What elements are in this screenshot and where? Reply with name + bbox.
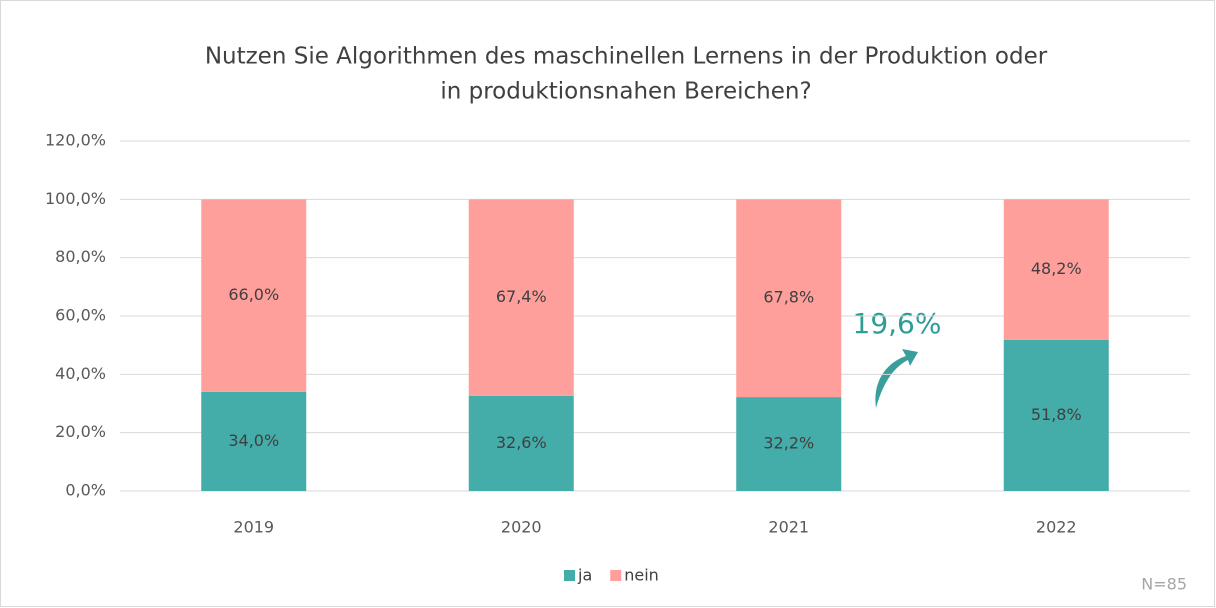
annotation: 19,6% xyxy=(853,307,942,340)
y-tick-label: 100,0% xyxy=(45,189,106,208)
note: N=85 xyxy=(1141,575,1187,594)
data-label: 66,0% xyxy=(228,285,279,304)
x-tick-label: 2020 xyxy=(501,518,542,537)
bar-segment xyxy=(736,397,842,491)
legend-label: nein xyxy=(624,566,659,585)
bar-segment xyxy=(1003,339,1109,491)
x-tick-label: 2019 xyxy=(233,518,274,537)
y-tick-label: 120,0% xyxy=(45,131,106,150)
arrow xyxy=(875,349,918,408)
y-tick-label: 80,0% xyxy=(55,247,106,266)
y-tick-label: 40,0% xyxy=(55,364,106,383)
x-tick-label: 2022 xyxy=(1036,518,1077,537)
data-label: 51,8% xyxy=(1031,405,1082,424)
bar-segment xyxy=(468,199,574,396)
data-label: 34,0% xyxy=(228,431,279,450)
y-tick-label: 60,0% xyxy=(55,306,106,325)
bar-segment xyxy=(201,391,307,491)
chart-title: in produktionsnahen Bereichen? xyxy=(440,79,811,105)
y-tick-label: 20,0% xyxy=(55,422,106,441)
y-tick-label: 0,0% xyxy=(65,481,106,500)
bar-segment xyxy=(736,199,842,398)
legend-swatch xyxy=(564,570,575,581)
chart-title: Nutzen Sie Algorithmen des maschinellen … xyxy=(205,44,1048,70)
bar-segment xyxy=(468,395,574,491)
bar-segment xyxy=(1003,199,1109,340)
data-label: 48,2% xyxy=(1031,259,1082,278)
data-label: 32,2% xyxy=(763,434,814,453)
bar-segment xyxy=(201,199,307,392)
data-label: 67,4% xyxy=(496,287,547,306)
legend-swatch xyxy=(610,570,622,581)
data-label: 32,6% xyxy=(496,433,547,452)
legend-label: ja xyxy=(577,566,592,585)
x-tick-label: 2021 xyxy=(768,518,809,537)
data-label: 67,8% xyxy=(763,288,814,307)
